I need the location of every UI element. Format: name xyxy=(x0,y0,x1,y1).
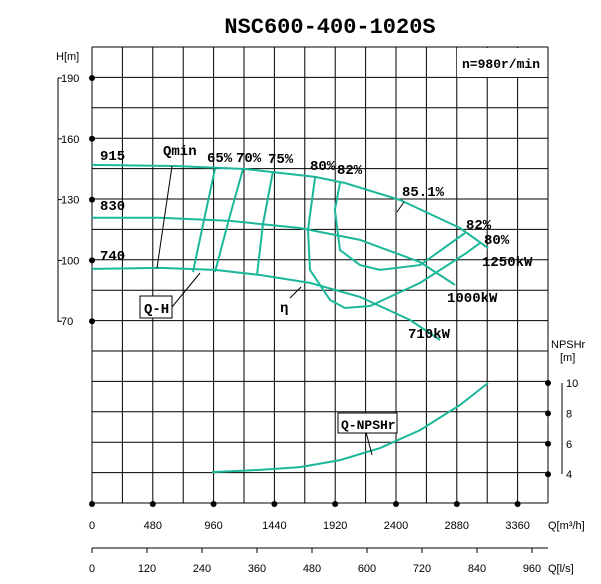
x2-tick-label: 480 xyxy=(303,563,321,575)
qh-curve-915 xyxy=(91,163,489,249)
x2-tick-label: 240 xyxy=(193,563,211,575)
y-tick-label: 70 xyxy=(61,316,73,328)
x-tick-label: 480 xyxy=(144,520,162,532)
y2-tick-label: 10 xyxy=(566,378,578,390)
right-82-label: 82% xyxy=(466,218,492,234)
x-tick-dot xyxy=(332,501,339,507)
power-1250-label: 1250kW xyxy=(482,255,533,271)
y-axis-label: H[m] xyxy=(56,51,79,63)
y-tick-label: 160 xyxy=(61,134,79,146)
efficiency-curve-70% xyxy=(214,168,244,273)
x2-tick-label: 600 xyxy=(358,563,376,575)
y2-tick-dot xyxy=(545,471,551,478)
efficiency-curve-75% xyxy=(256,171,274,276)
npsh-curve xyxy=(211,382,489,474)
best-eff-leader xyxy=(396,201,405,213)
y-tick-dot xyxy=(89,135,95,142)
eff-82-label: 82% xyxy=(337,163,363,179)
efficiency-curve-65% xyxy=(192,168,216,273)
npsh-label-box xyxy=(337,412,398,434)
y-tick-dot xyxy=(89,257,95,264)
x2-tick-label: 0 xyxy=(89,563,95,575)
x-tick-label: 1920 xyxy=(323,520,347,532)
y-tick-dot xyxy=(89,318,95,325)
y-tick-label: 190 xyxy=(61,73,79,85)
eff-75-label: 75% xyxy=(268,152,294,168)
y-tick-dot xyxy=(89,196,95,203)
efficiency-curve-80% xyxy=(306,176,481,310)
x-tick-label: 2880 xyxy=(445,520,469,532)
y2-axis-unit: [m] xyxy=(560,352,575,364)
x2-tick-label: 120 xyxy=(138,563,156,575)
impeller-740-label: 740 xyxy=(100,249,125,265)
eff-80-label: 80% xyxy=(310,159,336,175)
x-tick-dot xyxy=(271,501,278,507)
x2-tick-label: 720 xyxy=(413,563,431,575)
x-tick-dot xyxy=(149,501,156,507)
impeller-915-label: 915 xyxy=(100,149,125,165)
qmin-label: Qmin xyxy=(163,144,197,160)
y2-tick-label: 6 xyxy=(566,439,572,451)
x2-tick-label: 840 xyxy=(468,563,486,575)
qh-label-box xyxy=(139,295,173,319)
qmin-leader xyxy=(156,165,173,269)
npsh-leader xyxy=(365,431,373,456)
right-80-label: 80% xyxy=(484,233,510,249)
best-efficiency-label: 85.1% xyxy=(402,185,445,201)
qh-curve-740 xyxy=(91,266,441,341)
impeller-830-label: 830 xyxy=(100,199,125,215)
y-tick-dot xyxy=(89,75,95,81)
x-tick-label: 2400 xyxy=(384,520,408,532)
efficiency-curve-82% xyxy=(333,182,466,271)
x-tick-dot xyxy=(393,501,399,507)
eff-70-label: 70% xyxy=(236,151,262,167)
y-tick-label: 100 xyxy=(61,255,79,267)
eff-65-label: 65% xyxy=(207,151,233,167)
x-tick-label: 1440 xyxy=(262,520,286,532)
x-axis-label: Q[m³/h] xyxy=(548,520,585,532)
qh-leader xyxy=(171,272,201,308)
y2-tick-label: 4 xyxy=(566,469,572,481)
x-tick-dot xyxy=(453,501,460,507)
speed-label: n=980r/min xyxy=(462,57,540,72)
y2-tick-label: 8 xyxy=(566,408,572,420)
y2-axis-label: NPSHr xyxy=(551,339,586,351)
chart-title: NSC600-400-1020S xyxy=(224,15,435,40)
power-710-label: 710kW xyxy=(408,327,451,343)
qh-curve-830 xyxy=(92,216,456,286)
x-tick-label: 0 xyxy=(89,520,95,532)
speed-box xyxy=(457,48,547,77)
eta-leader xyxy=(289,286,302,299)
x2-tick-label: 360 xyxy=(248,563,266,575)
y-tick-label: 130 xyxy=(61,195,79,207)
x-tick-dot xyxy=(210,501,217,507)
x2-tick-label: 960 xyxy=(523,563,541,575)
grid xyxy=(91,46,549,504)
power-1000-label: 1000kW xyxy=(447,291,498,307)
x-tick-dot xyxy=(514,501,521,507)
npsh-label: Q-NPSHr xyxy=(341,418,396,433)
curves xyxy=(91,163,489,474)
x-tick-label: 960 xyxy=(204,520,222,532)
x2-axis-label: Q[l/s] xyxy=(548,563,574,575)
y2-tick-dot xyxy=(545,440,551,447)
x-tick-dot xyxy=(89,501,95,507)
qh-label: Q-H xyxy=(144,302,169,318)
eta-label: η xyxy=(280,301,288,317)
y2-tick-dot xyxy=(545,410,551,417)
y2-tick-dot xyxy=(545,380,551,386)
x-tick-label: 3360 xyxy=(505,520,529,532)
